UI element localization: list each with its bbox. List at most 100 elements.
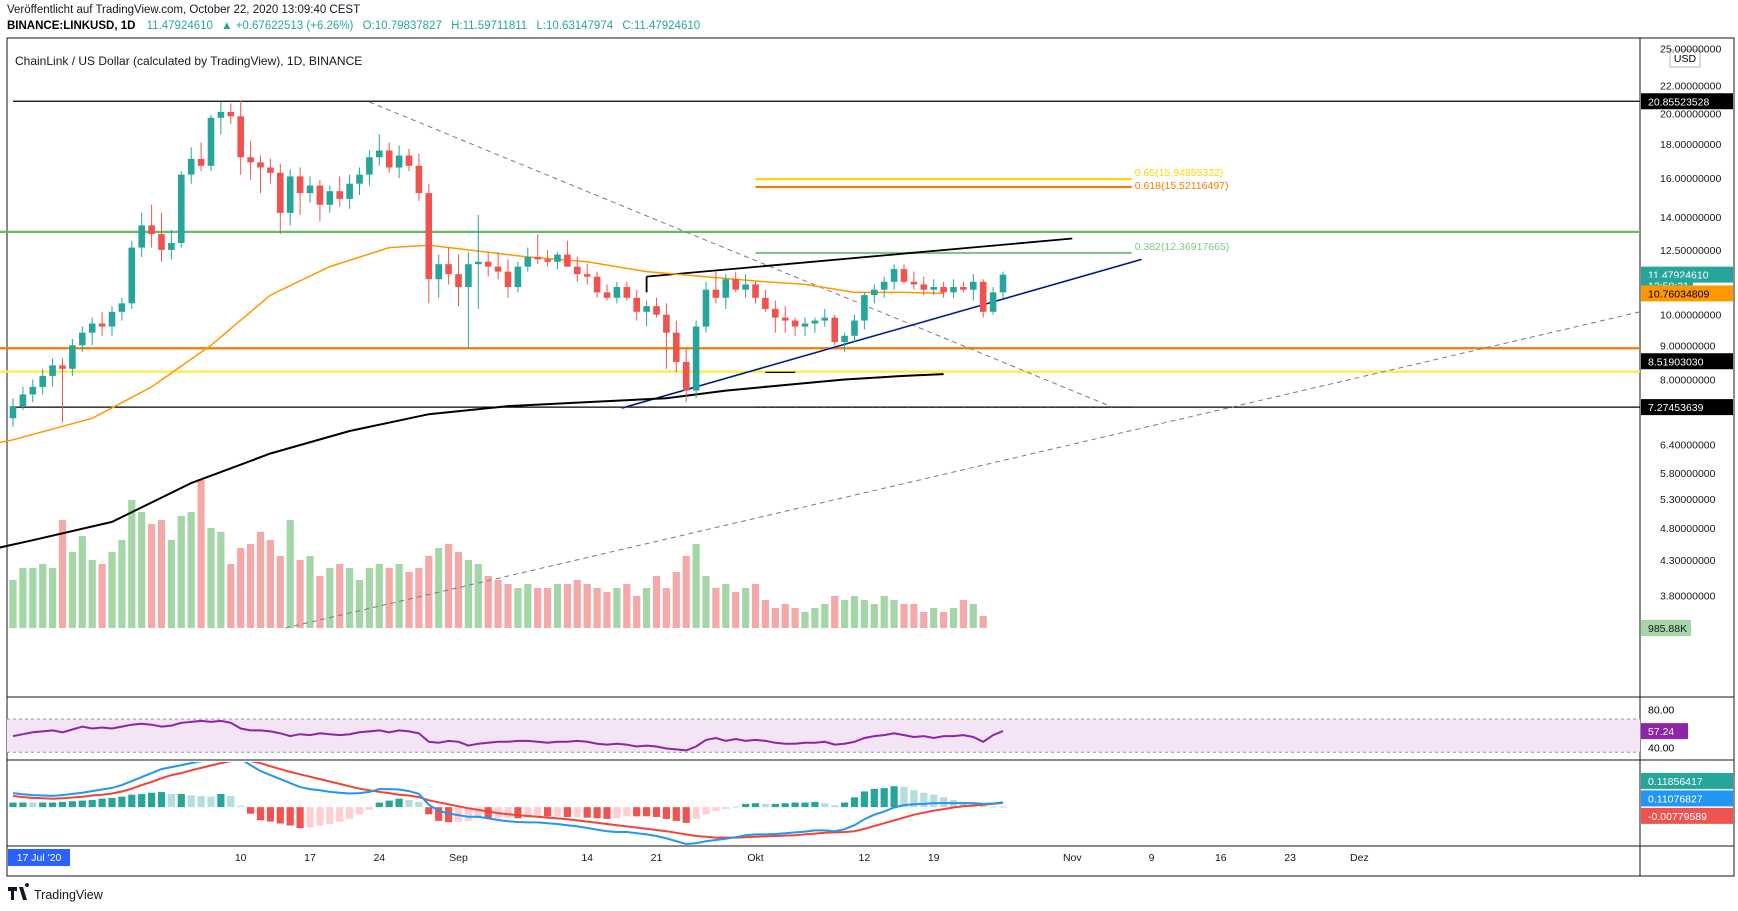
chart-frame (6, 37, 1735, 877)
volume-bar (553, 584, 562, 628)
volume-bar (593, 588, 601, 628)
candle-body (673, 332, 680, 362)
macd-histogram-bar (959, 801, 967, 808)
volume-bar (385, 568, 393, 628)
macd-histogram-bar (811, 801, 819, 808)
candle-body (772, 308, 779, 318)
volume-bar (108, 552, 116, 628)
macd-histogram-bar (355, 807, 364, 815)
macd-histogram-bar (19, 802, 27, 808)
macd-histogram-bar (217, 794, 225, 808)
macd-histogram-bar (682, 807, 690, 823)
time-label: 17 Jul '20 (17, 852, 62, 864)
candle-body (138, 225, 145, 248)
macd-histogram-bar (177, 794, 185, 808)
volume-bar (237, 548, 245, 628)
price-badge-4 (1641, 353, 1733, 370)
candle-body (811, 320, 819, 324)
volume-bar (445, 544, 453, 628)
candle-body (732, 279, 739, 290)
macd-badge-2 (1641, 807, 1733, 824)
candle-body (880, 281, 888, 290)
candle-body (59, 365, 66, 369)
macd-histogram-bar (187, 795, 195, 808)
volume-bar (979, 616, 987, 628)
macd-histogram-bar (474, 807, 482, 819)
dashed-uptrend-line (285, 311, 1641, 629)
macd-histogram-bar (662, 807, 670, 819)
candle-body (593, 276, 601, 293)
volume-bar (890, 600, 898, 628)
candle-body (247, 157, 254, 163)
candle-body (316, 185, 324, 205)
volume-bar (207, 528, 215, 628)
macd-histogram-bar (108, 797, 116, 808)
macd-histogram-bar (504, 807, 512, 819)
last-price: 11.47924610 (147, 20, 213, 32)
price-tick-label: 12.50000000 (1660, 245, 1721, 257)
macd-histogram-bar (514, 807, 522, 819)
candle-body (801, 323, 809, 327)
candle-body (49, 365, 56, 376)
candle-body (366, 157, 373, 175)
volume-bar (791, 608, 799, 628)
candle-body (930, 287, 937, 290)
macd-histogram-bar (157, 792, 166, 808)
ohlc-line: BINANCE:LINKUSD, 1D 11.47924610 ▲ +0.676… (7, 20, 700, 32)
volume-bar (910, 604, 918, 628)
candle-body (900, 269, 908, 282)
candle-body (148, 225, 155, 235)
currency-badge[interactable] (1669, 49, 1701, 68)
candle-body (168, 243, 175, 250)
time-label: Sep (449, 852, 468, 864)
candle-body (29, 386, 37, 395)
macd-histogram-bar (464, 807, 472, 821)
macd-indicator: 0.11856417 0.11076827 -0.00779589 (9, 762, 1733, 845)
macd-histogram-bar (702, 807, 710, 815)
macd-histogram-bar (118, 796, 126, 808)
volume-bar (157, 520, 166, 628)
volume-bar (761, 600, 769, 628)
volume-bar (415, 568, 423, 628)
price-tick-label: 14.00000000 (1660, 212, 1721, 224)
macd-histogram-bar (326, 807, 334, 825)
candle-body (237, 116, 244, 158)
horizontal-levels: 0.65(15.94855322)0.618(15.52116497) 0.382… (0, 100, 1640, 408)
volume-bar (306, 556, 314, 628)
volume-bar (811, 608, 819, 628)
macd-histogram-bar (672, 807, 680, 821)
candle-body (207, 117, 215, 166)
candle-body (989, 292, 997, 312)
macd-histogram-bar (563, 807, 571, 817)
macd-histogram-bar (197, 796, 205, 808)
macd-histogram-bar (29, 802, 37, 808)
macd-histogram-bar (237, 805, 245, 808)
volume-bar (346, 568, 354, 628)
moving-averages (0, 244, 944, 549)
candle-body (395, 155, 403, 168)
rsi-badge (1641, 723, 1688, 740)
candle-body (217, 111, 225, 118)
volume-bar (702, 576, 710, 628)
rsi-indicator: 80.00 40.00 57.24 (7, 705, 1688, 755)
candle-body (623, 287, 631, 298)
volume-bar (672, 572, 680, 628)
volume-bar (860, 600, 868, 628)
macd-badge-1 (1641, 790, 1733, 807)
candle-body (69, 345, 76, 369)
volume-bar (128, 500, 136, 628)
candle-body (227, 111, 235, 117)
macd-histogram-bar (9, 802, 17, 808)
volume-bar (326, 568, 334, 628)
volume-bar (900, 604, 908, 628)
price-tick-label: 6.40000000 (1660, 439, 1716, 451)
price-tick-label: 10.00000000 (1660, 310, 1721, 322)
time-label: 21 (651, 852, 663, 864)
price-badge-label-4: 8.51903030 (1648, 356, 1704, 368)
candle-body (702, 289, 710, 327)
candle-body (554, 254, 561, 262)
price-tick-label: 3.80000000 (1660, 591, 1716, 603)
candle-body (514, 266, 522, 288)
macd-histogram-bar (138, 794, 146, 808)
